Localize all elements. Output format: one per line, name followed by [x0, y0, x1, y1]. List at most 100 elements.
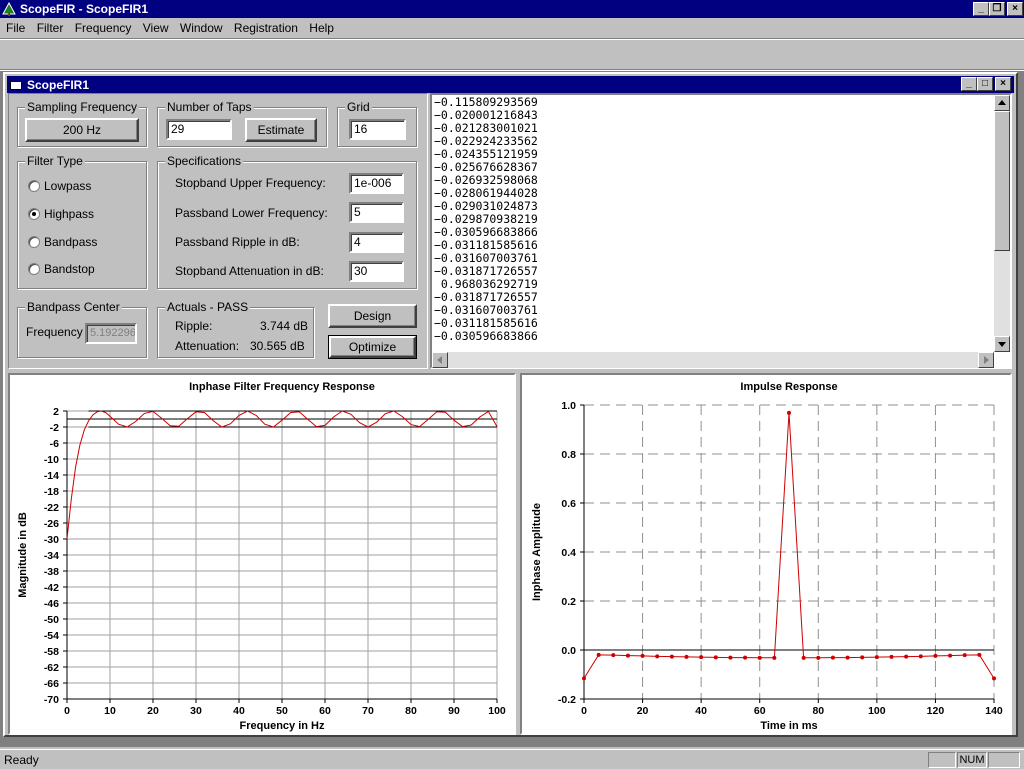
- ripple-value: 3.744 dB: [260, 319, 309, 333]
- spec-input-passband-ripple[interactable]: 4: [349, 232, 404, 253]
- grid-title: Grid: [345, 100, 372, 114]
- taps-input[interactable]: 29: [166, 119, 232, 140]
- grid-input[interactable]: 16: [349, 119, 406, 140]
- series-line: [66, 410, 498, 540]
- child-titlebar: ScopeFIR1 _ □ ×: [7, 76, 1014, 93]
- child-minimize-button[interactable]: _: [961, 77, 977, 91]
- sampling-frequency-title: Sampling Frequency: [25, 100, 140, 114]
- y-tick-label: -10: [44, 454, 59, 466]
- radio-lowpass-label[interactable]: Lowpass: [44, 179, 92, 193]
- taps-title: Number of Taps: [165, 100, 254, 114]
- coefficient-line: −0.024355121959: [434, 147, 538, 161]
- radio-bandstop[interactable]: [28, 263, 40, 275]
- estimate-button[interactable]: Estimate: [245, 118, 317, 142]
- data-point: [728, 655, 733, 660]
- coefficients-textarea[interactable]: −0.115809293569 −0.020001216843 −0.0212830…: [430, 93, 1012, 369]
- spec-label-passband-lower: Passband Lower Frequency:: [175, 206, 328, 220]
- spec-input-stopband-attenuation[interactable]: 30: [349, 261, 404, 282]
- radio-bandpass[interactable]: [28, 236, 40, 248]
- bandpass-frequency-input[interactable]: 5.192296: [85, 323, 137, 344]
- x-tick-label: 90: [448, 705, 460, 717]
- design-button[interactable]: Design: [328, 304, 417, 328]
- child-close-button[interactable]: ×: [995, 77, 1011, 91]
- status-pane-scrl: [988, 752, 1020, 768]
- y-axis-label: Inphase Amplitude: [531, 503, 543, 601]
- coefficient-line: −0.025676628367: [434, 160, 538, 174]
- x-tick-label: 20: [147, 705, 159, 717]
- x-tick-label: 60: [319, 705, 331, 717]
- radio-bandstop-label[interactable]: Bandstop: [44, 262, 95, 276]
- coefficient-line: −0.031871726557: [434, 290, 538, 304]
- coefficient-line: −0.031871726557: [434, 264, 538, 278]
- y-tick-label: -18: [44, 486, 59, 498]
- series-line: [583, 412, 995, 679]
- menu-separator: [0, 38, 1024, 40]
- x-tick-label: 10: [104, 705, 116, 717]
- spec-input-stopband-upper[interactable]: 1e-006: [349, 173, 404, 194]
- scroll-left-arrow-icon[interactable]: [432, 352, 448, 368]
- spec-label-stopband-upper: Stopband Upper Frequency:: [175, 176, 326, 190]
- radio-highpass-label[interactable]: Highpass: [44, 207, 95, 221]
- data-point: [889, 654, 894, 659]
- x-tick-label: 40: [695, 705, 707, 717]
- minimize-button[interactable]: _: [973, 2, 989, 16]
- menu-frequency[interactable]: Frequency: [74, 21, 132, 35]
- control-panel: [8, 93, 428, 369]
- frequency-response-chart: Inphase Filter Frequency Response 0 10 20 30…: [17, 381, 506, 732]
- scroll-up-arrow-icon[interactable]: [994, 95, 1010, 111]
- x-tick-label: 30: [190, 705, 202, 717]
- impulse-response-panel: Impulse Response 0 20 40 60 80 100 120 140 1.0 0.8…: [520, 373, 1012, 735]
- data-point: [625, 653, 630, 658]
- data-point: [801, 655, 806, 660]
- coefficients-vscrollbar[interactable]: [994, 95, 1010, 352]
- menu-window[interactable]: Window: [179, 21, 223, 35]
- data-point: [611, 653, 616, 658]
- x-tick-label: 100: [488, 705, 506, 717]
- status-pane-caps: [928, 752, 956, 768]
- menu-bar: File Filter Frequency View Window Regist…: [2, 19, 338, 37]
- y-tick-label: -34: [44, 550, 59, 562]
- actuals-title: Actuals - PASS: [165, 300, 251, 314]
- radio-lowpass[interactable]: [28, 180, 40, 192]
- menu-filter[interactable]: Filter: [36, 21, 64, 35]
- coefficients-list: −0.115809293569 −0.020001216843 −0.0212830…: [434, 96, 538, 343]
- close-button[interactable]: ×: [1007, 2, 1023, 16]
- x-axis-label: Time in ms: [760, 720, 817, 732]
- coefficient-line: −0.029870938219: [434, 212, 538, 226]
- scroll-right-arrow-icon[interactable]: [978, 352, 994, 368]
- taps-group: Number of Taps: [157, 100, 327, 147]
- filter-type-title: Filter Type: [25, 154, 85, 168]
- scroll-thumb[interactable]: [994, 111, 1010, 251]
- coefficient-line: −0.028061944028: [434, 186, 538, 200]
- y-tick-label: 0.4: [561, 547, 576, 559]
- x-tick-label: 80: [405, 705, 417, 717]
- y-tick-label: -26: [44, 518, 59, 530]
- x-tick-label: 100: [868, 705, 886, 717]
- scroll-down-arrow-icon[interactable]: [994, 336, 1010, 352]
- sampling-frequency-button[interactable]: 200 Hz: [25, 118, 139, 142]
- coefficient-line: −0.021283001021: [434, 121, 538, 135]
- coefficients-hscrollbar[interactable]: [432, 352, 994, 368]
- data-point: [757, 655, 762, 660]
- menu-file[interactable]: File: [6, 21, 26, 35]
- data-point: [948, 653, 953, 658]
- restore-button[interactable]: ❐: [989, 2, 1005, 16]
- x-axis-label: Frequency in Hz: [240, 720, 325, 732]
- y-tick-label: -46: [44, 598, 59, 610]
- child-maximize-button[interactable]: □: [977, 77, 993, 91]
- data-point: [582, 676, 586, 681]
- y-tick-label: 1.0: [561, 400, 576, 412]
- radio-bandpass-label[interactable]: Bandpass: [44, 235, 98, 249]
- app-titlebar: ScopeFIR - ScopeFIR1 _ ❐ ×: [0, 0, 1024, 18]
- optimize-button[interactable]: Optimize: [328, 335, 417, 359]
- spec-label-passband-ripple: Passband Ripple in dB:: [175, 235, 300, 249]
- menu-view[interactable]: View: [142, 21, 169, 35]
- x-tick-label: 20: [637, 705, 649, 717]
- spec-input-passband-lower[interactable]: 5: [349, 202, 404, 223]
- coefficient-line: −0.031181585616: [434, 238, 538, 252]
- menu-help[interactable]: Help: [309, 21, 334, 35]
- y-tick-label: -2: [50, 422, 59, 434]
- radio-highpass[interactable]: [28, 208, 40, 220]
- menu-registration[interactable]: Registration: [233, 21, 298, 35]
- status-pane-num: NUM: [957, 752, 987, 768]
